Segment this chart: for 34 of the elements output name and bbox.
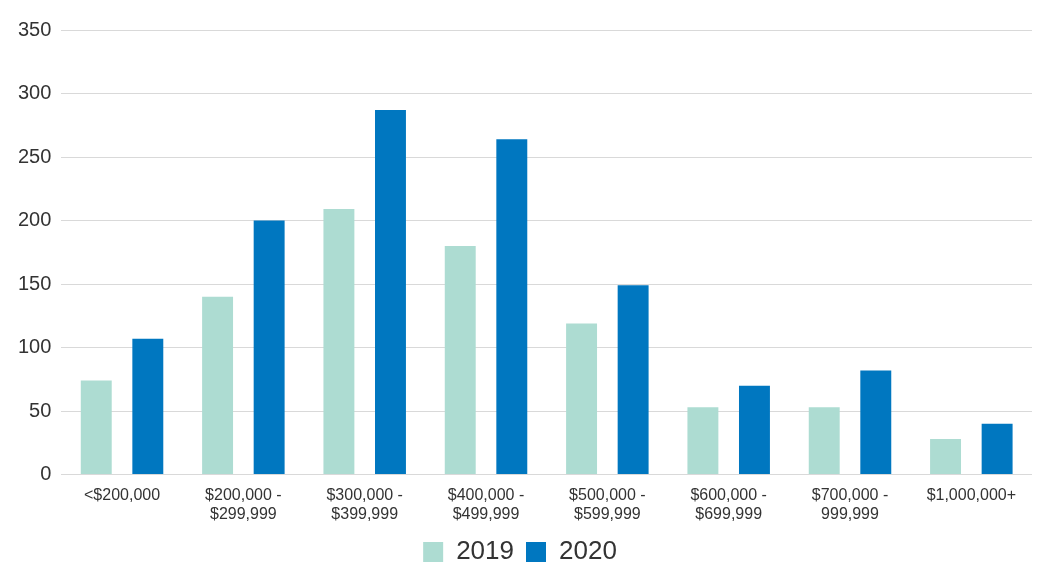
bar	[738, 385, 770, 475]
bar	[808, 407, 840, 475]
y-tick-label: 150	[17, 271, 52, 294]
y-tick-label: 300	[17, 81, 52, 104]
legend-label: 2020	[559, 535, 617, 566]
x-tick-label: $400,000 - $499,999	[447, 485, 525, 522]
bar	[375, 110, 406, 475]
y-tick-label: 100	[17, 335, 52, 358]
x-tick-label: $700,000 - 999,999	[811, 485, 889, 522]
y-tick-label: 50	[29, 398, 52, 421]
x-tick-label: $200,000 - $299,999	[205, 485, 282, 522]
bar	[981, 423, 1013, 475]
x-tick-label: $600,000 - $699,999	[690, 485, 767, 522]
y-tick-label: 250	[17, 144, 52, 167]
y-tick-label: 0	[40, 462, 52, 485]
bar	[860, 370, 892, 475]
x-tick-label: <$200,000	[83, 485, 161, 503]
bar	[496, 139, 528, 475]
x-tick-label: $1,000,000+	[926, 485, 1017, 503]
x-tick-label: $300,000 - $399,999	[326, 485, 403, 522]
bar	[444, 245, 476, 475]
bar	[930, 439, 962, 475]
x-tick-label: $500,000 - $599,999	[569, 485, 646, 522]
y-tick-label: 350	[17, 17, 52, 40]
bar	[566, 323, 598, 475]
bar	[687, 407, 719, 475]
bar	[80, 380, 112, 475]
legend-label: 2019	[456, 535, 514, 566]
y-tick-label: 200	[17, 208, 52, 231]
bar	[202, 296, 234, 475]
bar	[253, 220, 285, 475]
bar	[617, 285, 649, 475]
bar	[132, 338, 164, 475]
bar	[323, 209, 355, 475]
